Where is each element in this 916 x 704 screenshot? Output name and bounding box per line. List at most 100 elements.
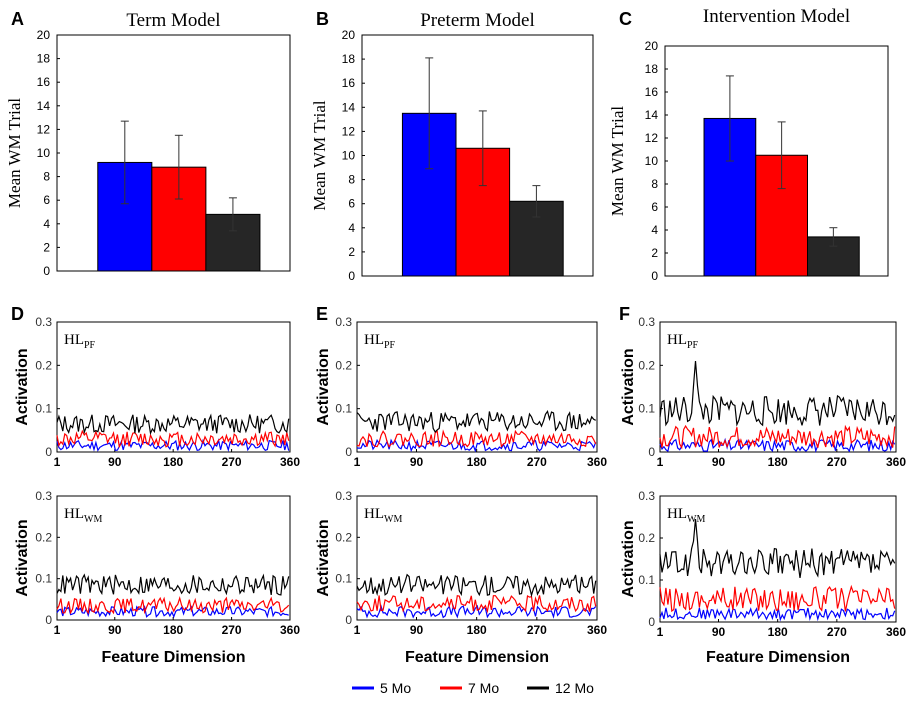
x-tick-label: 360 [587, 623, 607, 637]
y-tick-label: 2 [348, 245, 355, 259]
y-tick-label: 0 [45, 613, 52, 627]
y-tick-label: 8 [43, 170, 50, 184]
series-line-12-mo [56, 413, 290, 436]
x-tick-label: 180 [163, 623, 183, 637]
x-tick-label: 1 [657, 625, 664, 639]
series-line-7-mo [356, 429, 597, 448]
y-tick-label: 6 [651, 200, 658, 214]
x-tick-label: 1 [354, 623, 361, 637]
series-line-5-mo [356, 438, 597, 453]
y-tick-label: 0.3 [335, 315, 352, 329]
line-chart-E: E 0 0.1 0.2 0.3 1 90 180 270 360 HLPF Activation 0 0.… [315, 304, 607, 666]
x-tick-label: 1 [354, 455, 361, 469]
subplot-label: HLPF [64, 332, 96, 351]
y-tick-label: 20 [37, 28, 51, 42]
series-line-7-mo [659, 584, 896, 613]
y-tick-label: 16 [645, 85, 659, 99]
series-line-7-mo [56, 429, 290, 449]
y-tick-label: 0.2 [35, 358, 52, 372]
bar-chart-A: A Term Model 0 2 4 6 8 10 12 14 16 18 20 Mean WM Tria… [5, 9, 291, 278]
x-tick-label: 1 [657, 455, 664, 469]
x-tick-label: 90 [108, 623, 122, 637]
series-line-12-mo [356, 409, 596, 433]
subplot-hl-wm: 0 0.1 0.2 0.3 1 90 180 270 360 HLWM Activation [315, 489, 607, 637]
series-line-5-mo [56, 605, 289, 619]
y-tick-label: 14 [342, 100, 356, 114]
y-axis-label: Mean WM Trial [608, 106, 627, 216]
plot-frame [356, 495, 598, 621]
y-tick-label: 0.3 [35, 489, 52, 503]
x-axis-label: Feature Dimension [101, 649, 245, 666]
x-axis-label: Feature Dimension [405, 649, 549, 666]
legend: 5 Mo 7 Mo 12 Mo [352, 680, 594, 696]
y-tick-label: 4 [348, 221, 355, 235]
subplot-label: HLWM [364, 506, 402, 525]
y-tick-label: 4 [651, 223, 658, 237]
series-line-7-mo [356, 594, 597, 614]
panel-label: F [619, 304, 630, 324]
x-tick-label: 90 [410, 455, 424, 469]
y-axis-label: Activation [14, 519, 31, 596]
y-axis-label: Mean WM Trial [310, 100, 329, 210]
y-tick-label: 0 [45, 445, 52, 459]
bar-chart-B: B Preterm Model 0 2 4 6 8 10 12 14 16 18 20 Mean WM T… [310, 9, 594, 283]
x-tick-label: 1 [54, 623, 61, 637]
panel-label: D [11, 304, 24, 324]
x-tick-label: 270 [527, 455, 547, 469]
y-tick-label: 0.2 [335, 358, 352, 372]
y-tick-label: 0.2 [638, 531, 655, 545]
y-tick-label: 18 [342, 52, 356, 66]
subplot-label: HLPF [667, 332, 699, 351]
chart-title: Preterm Model [420, 10, 535, 31]
line-chart-F: F 0 0.1 0.2 0.3 1 90 180 270 360 HLPF Activation 0 0.… [619, 304, 906, 666]
series-line-5-mo [659, 607, 896, 622]
y-tick-label: 10 [645, 154, 659, 168]
x-tick-label: 180 [467, 455, 487, 469]
legend-label: 7 Mo [468, 680, 499, 696]
y-tick-label: 0.3 [35, 315, 52, 329]
y-tick-label: 16 [342, 76, 356, 90]
y-tick-label: 14 [37, 99, 51, 113]
y-tick-label: 0.1 [638, 573, 655, 587]
y-tick-label: 16 [37, 75, 51, 89]
y-tick-label: 8 [651, 177, 658, 191]
series-line-7-mo [56, 595, 290, 615]
x-tick-label: 90 [712, 455, 726, 469]
series-line-5-mo [56, 438, 290, 452]
panel-label: C [619, 9, 632, 29]
x-tick-label: 90 [410, 623, 424, 637]
x-tick-label: 180 [768, 625, 788, 639]
x-tick-label: 360 [886, 455, 906, 469]
y-tick-label: 12 [342, 124, 356, 138]
y-tick-label: 0 [348, 269, 355, 283]
subplot-label: HLPF [364, 332, 396, 351]
series-line-12-mo [56, 573, 290, 596]
y-tick-label: 0 [43, 264, 50, 278]
x-tick-label: 270 [827, 455, 847, 469]
x-tick-label: 270 [827, 625, 847, 639]
y-tick-label: 0.1 [35, 572, 52, 586]
y-tick-label: 12 [645, 131, 659, 145]
line-chart-D: D 0 0.1 0.2 0.3 1 90 180 270 360 HLPF Activation 0 0.… [11, 304, 300, 666]
y-tick-label: 0.3 [335, 489, 352, 503]
subplot-hl-wm: 0 0.1 0.2 0.3 1 90 180 270 360 HLWM Activation [620, 489, 906, 639]
y-tick-label: 0.3 [638, 315, 655, 329]
series-line-7-mo [659, 424, 896, 450]
bar-chart-C: C Intervention Model 0 2 4 6 8 10 12 14 16 18 20 Mean… [608, 6, 889, 283]
y-tick-label: 0 [345, 445, 352, 459]
plot-frame [56, 495, 291, 621]
x-tick-label: 360 [886, 625, 906, 639]
y-tick-label: 6 [348, 197, 355, 211]
y-tick-label: 10 [37, 146, 51, 160]
y-tick-label: 2 [43, 240, 50, 254]
y-tick-label: 0.1 [638, 402, 655, 416]
y-tick-label: 0 [345, 613, 352, 627]
x-tick-label: 270 [222, 455, 242, 469]
legend-label: 5 Mo [380, 680, 411, 696]
y-tick-label: 0 [648, 615, 655, 629]
y-tick-label: 8 [348, 173, 355, 187]
y-tick-label: 10 [342, 149, 356, 163]
y-axis-label: Activation [315, 519, 332, 596]
x-tick-label: 180 [163, 455, 183, 469]
